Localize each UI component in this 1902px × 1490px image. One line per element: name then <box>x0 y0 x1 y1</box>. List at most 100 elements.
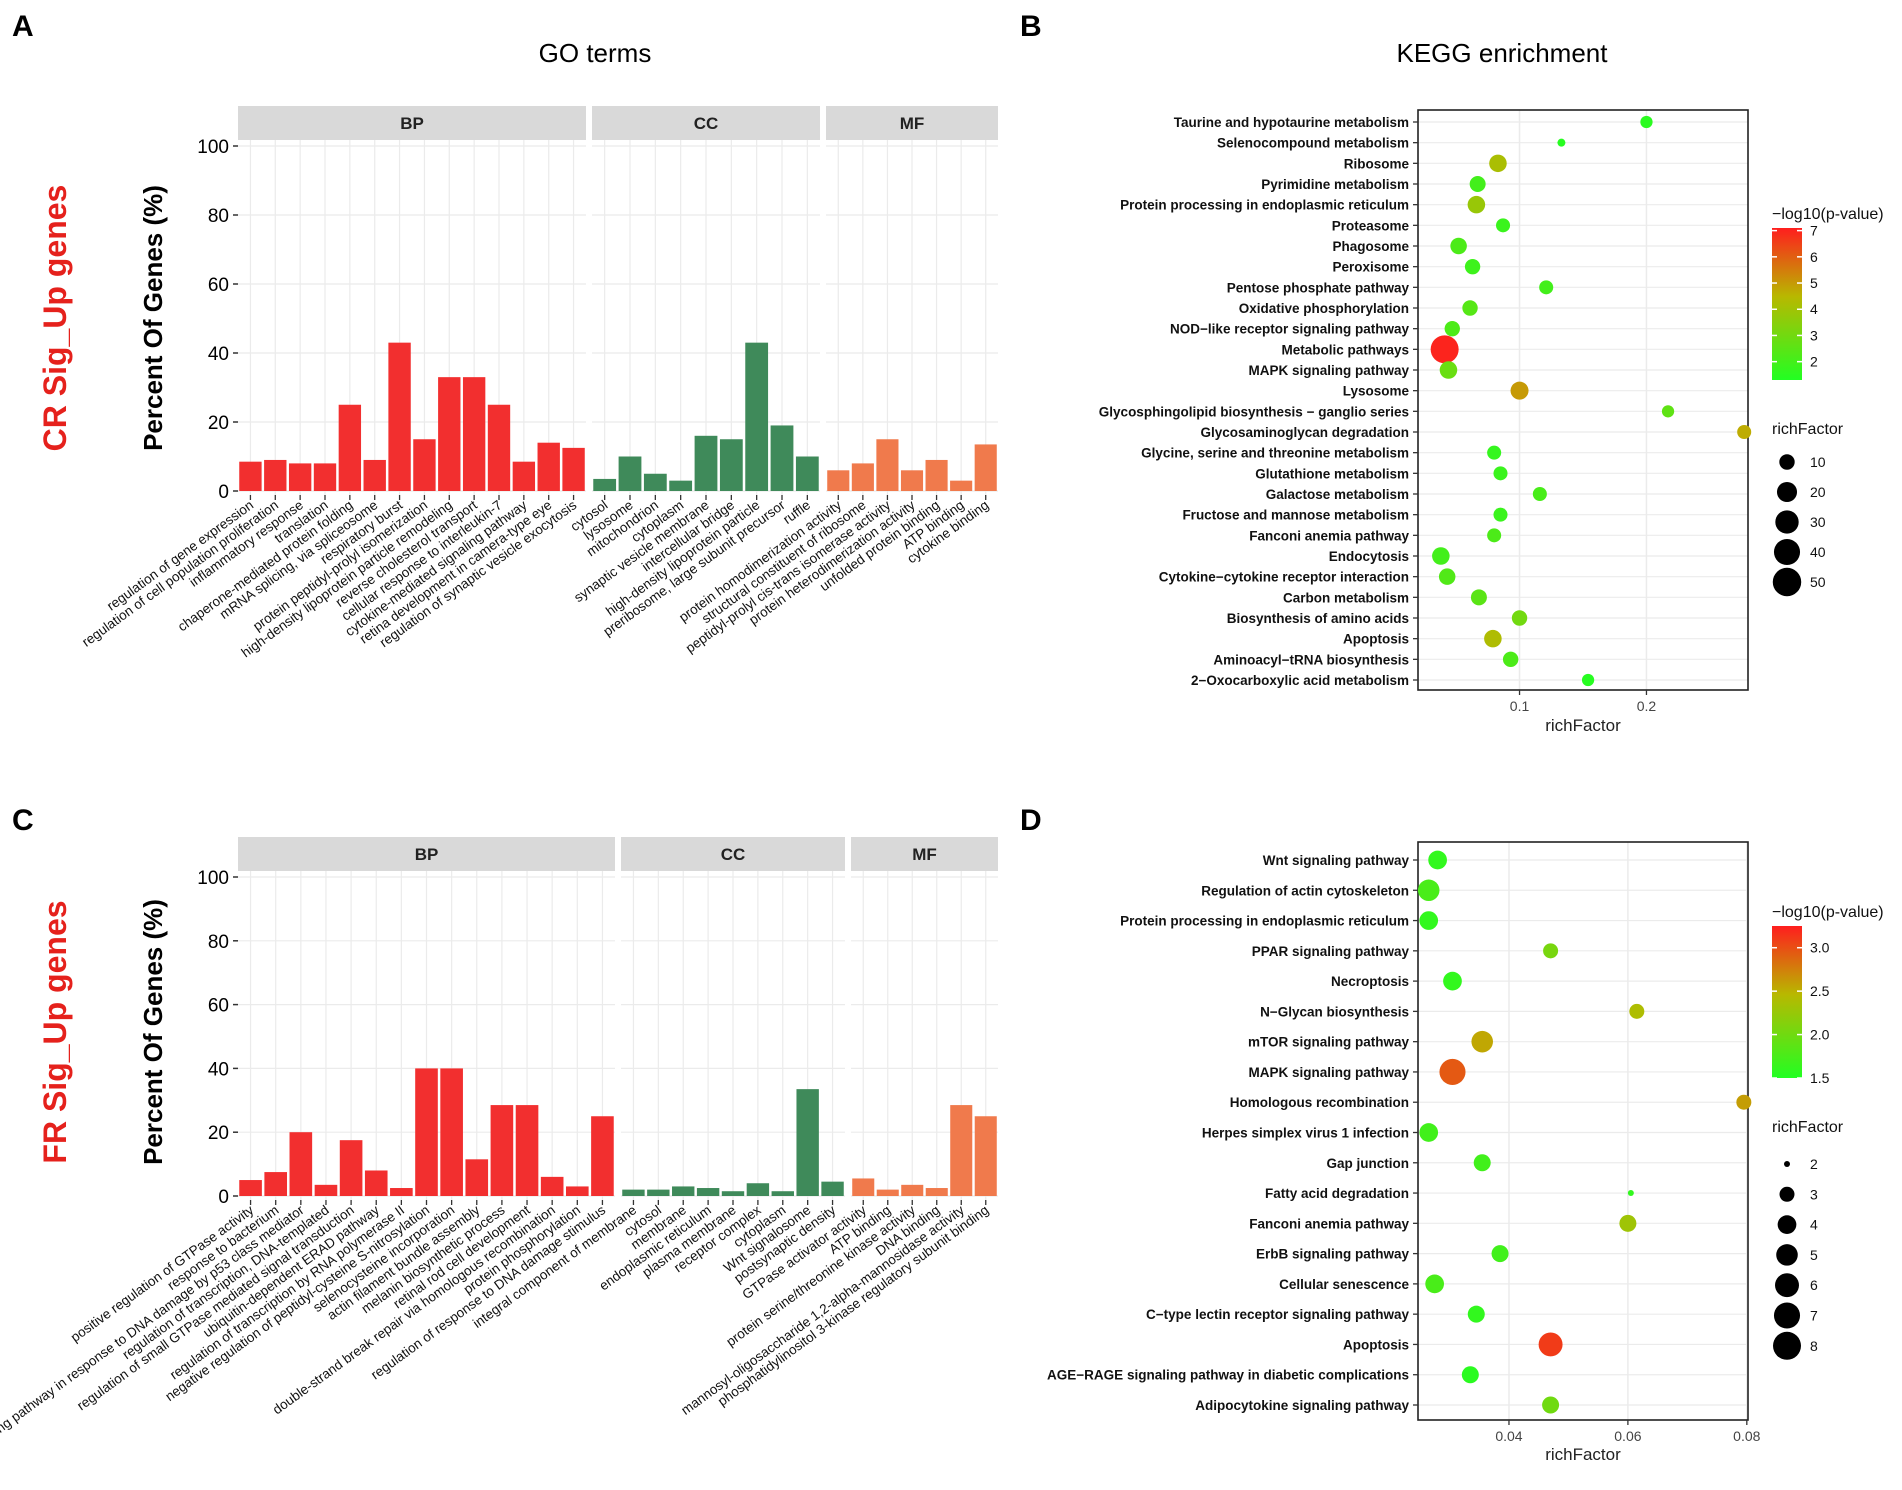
color-legend-label: 1.5 <box>1810 1070 1830 1086</box>
color-legend-bar-d <box>1772 926 1802 1078</box>
color-legend-label: 3 <box>1810 327 1818 343</box>
pathway-label: Gap junction <box>1327 1156 1410 1171</box>
dot-selenocompound-metabolism <box>1557 138 1566 147</box>
bar-endoplasmic-reticulum <box>696 1188 720 1196</box>
bar-postsynaptic-density <box>821 1181 844 1196</box>
dot-c-type-lectin-receptor-signaling-pathway <box>1467 1305 1485 1323</box>
fr-sig-up-title: FR Sig_Up genes <box>37 900 73 1163</box>
bar-dna-binding <box>925 1188 948 1196</box>
pathway-label: Apoptosis <box>1343 1337 1409 1352</box>
dot-necroptosis <box>1443 971 1462 991</box>
bar-lysosome <box>618 456 642 491</box>
dot-age-rage-signaling-pathway-in-diabetic-c <box>1461 1366 1479 1384</box>
pathway-label: Regulation of actin cytoskeleton <box>1201 883 1409 898</box>
dot-n-glycan-biosynthesis <box>1629 1003 1645 1019</box>
pathway-label: C−type lectin receptor signaling pathway <box>1146 1307 1409 1322</box>
dot-mapk-signaling-pathway <box>1439 1058 1466 1085</box>
bar-chaperone-mediated-protein-folding <box>338 404 362 491</box>
bar-phosphatidylinositol-3-kinase-regulatory <box>974 1116 997 1196</box>
dot-cytokine-cytokine-receptor-interaction <box>1438 568 1456 585</box>
size-legend-dot <box>1772 567 1802 597</box>
bar-selenocysteine-incorporation <box>440 1068 463 1196</box>
dot-proteasome <box>1496 218 1511 233</box>
pathway-label: Apoptosis <box>1343 632 1409 647</box>
pathway-label: Oxidative phosphorylation <box>1239 301 1409 316</box>
dot-plot-panel-bg <box>1418 842 1748 1420</box>
dot-gap-junction <box>1473 1154 1491 1172</box>
pathway-label: MAPK signaling pathway <box>1248 1065 1409 1080</box>
size-legend-dot <box>1779 454 1795 470</box>
dot-protein-processing-in-endoplasmic-reticu <box>1419 911 1439 930</box>
facet-label-mf: MF <box>912 845 937 864</box>
bar-high-density-lipoprotein-particle <box>745 342 769 491</box>
dot-plot-frame <box>1417 109 1749 691</box>
size-legend-dot <box>1777 1215 1797 1234</box>
dot-erbb-signaling-pathway <box>1491 1245 1509 1263</box>
bar-positive-regulation-of-gtpase-activity <box>239 1180 262 1196</box>
bar-preribosome-large-subunit-precursor <box>770 425 794 491</box>
color-legend-label: 7 <box>1810 223 1818 239</box>
pathway-label: Fanconi anemia pathway <box>1249 528 1409 543</box>
y-tick-label: 20 <box>208 413 229 434</box>
x-tick-label: 0.2 <box>1637 698 1657 714</box>
color-legend-title-d: −log10(p-value) <box>1772 904 1884 921</box>
bar-intrinsic-apoptotic-signaling-pathway-in <box>289 1132 313 1196</box>
bar-high-density-lipoprotein-particle-remode <box>438 377 461 491</box>
facet-label-cc: CC <box>694 114 719 133</box>
y-tick-label: 40 <box>208 1059 229 1080</box>
pathway-label: AGE−RAGE signaling pathway in diabetic c… <box>1047 1368 1409 1383</box>
bar-mrna-splicing-via-spliceosome <box>363 459 386 491</box>
color-legend-label: 5 <box>1810 275 1818 291</box>
bar-integral-component-of-membrane <box>622 1189 645 1196</box>
bar-negative-regulation-of-peptidyl-cysteine <box>415 1068 438 1196</box>
pathway-label: Metabolic pathways <box>1281 342 1409 357</box>
bar-actin-filament-bundle-assembly <box>465 1159 489 1196</box>
dot-regulation-of-actin-cytoskeleton <box>1417 879 1440 902</box>
pathway-label: Glycine, serine and threonine metabolism <box>1141 446 1409 461</box>
y-tick-label: 60 <box>208 275 229 296</box>
pathway-label: Endocytosis <box>1329 549 1409 564</box>
dot-ppar-signaling-pathway <box>1543 943 1559 959</box>
dot-biosynthesis-of-amino-acids <box>1511 610 1528 626</box>
bar-regulation-of-gene-expression <box>239 461 262 491</box>
size-legend-label: 30 <box>1810 514 1826 530</box>
pathway-label: Fructose and mannose metabolism <box>1182 508 1409 523</box>
facet-strip-bp <box>238 837 615 871</box>
pathway-label: Homologous recombination <box>1230 1095 1409 1110</box>
bar-regulation-of-transcription-dna-template <box>314 1184 338 1196</box>
dot-glycosaminoglycan-degradation <box>1737 424 1752 440</box>
dot-metabolic-pathways <box>1430 335 1459 364</box>
size-legend-label: 4 <box>1810 1217 1818 1233</box>
pathway-label: Galactose metabolism <box>1266 487 1409 502</box>
bar-regulation-of-small-gtpase-mediated-sign <box>339 1140 363 1196</box>
bar-respiratory-burst <box>388 342 411 491</box>
pathway-label: Carbon metabolism <box>1283 590 1409 605</box>
pathway-label: Protein processing in endoplasmic reticu… <box>1120 914 1409 929</box>
color-legend-label: 3.0 <box>1810 940 1830 956</box>
pathway-label: Glutathione metabolism <box>1255 466 1409 481</box>
dot-lysosome <box>1510 381 1529 400</box>
size-legend-dot <box>1773 1302 1801 1329</box>
bar-cytokine-binding <box>974 444 997 491</box>
pathway-label: Fatty acid degradation <box>1265 1186 1409 1201</box>
pathway-label: Pyrimidine metabolism <box>1261 177 1409 192</box>
percent-genes-axis-label-c: Percent Of Genes (%) <box>138 899 168 1165</box>
x-tick-label: 0.08 <box>1733 1428 1760 1444</box>
pathway-label: Aminoacyl−tRNA biosynthesis <box>1213 652 1409 667</box>
pathway-label: Selenocompound metabolism <box>1217 136 1409 151</box>
dot-endocytosis <box>1432 547 1450 565</box>
bar-plasma-membrane <box>721 1191 745 1196</box>
bar-atp-binding <box>950 480 973 491</box>
size-legend-dot <box>1773 1331 1801 1360</box>
bar-protein-homodimerization-activity <box>827 470 850 491</box>
bar-response-to-bacterium <box>264 1172 288 1196</box>
facet-strip-mf <box>851 837 998 871</box>
pathway-label: PPAR signaling pathway <box>1252 944 1410 959</box>
dot-ribosome <box>1489 154 1507 173</box>
color-legend-label: 4 <box>1810 301 1818 317</box>
panel-letter-a: A <box>12 10 34 43</box>
richfactor-axis-label-b: richFactor <box>1545 716 1621 735</box>
dot-herpes-simplex-virus-1-infection <box>1419 1123 1439 1142</box>
y-tick-label: 0 <box>218 1187 229 1208</box>
pathway-label: 2−Oxocarboxylic acid metabolism <box>1191 673 1409 688</box>
